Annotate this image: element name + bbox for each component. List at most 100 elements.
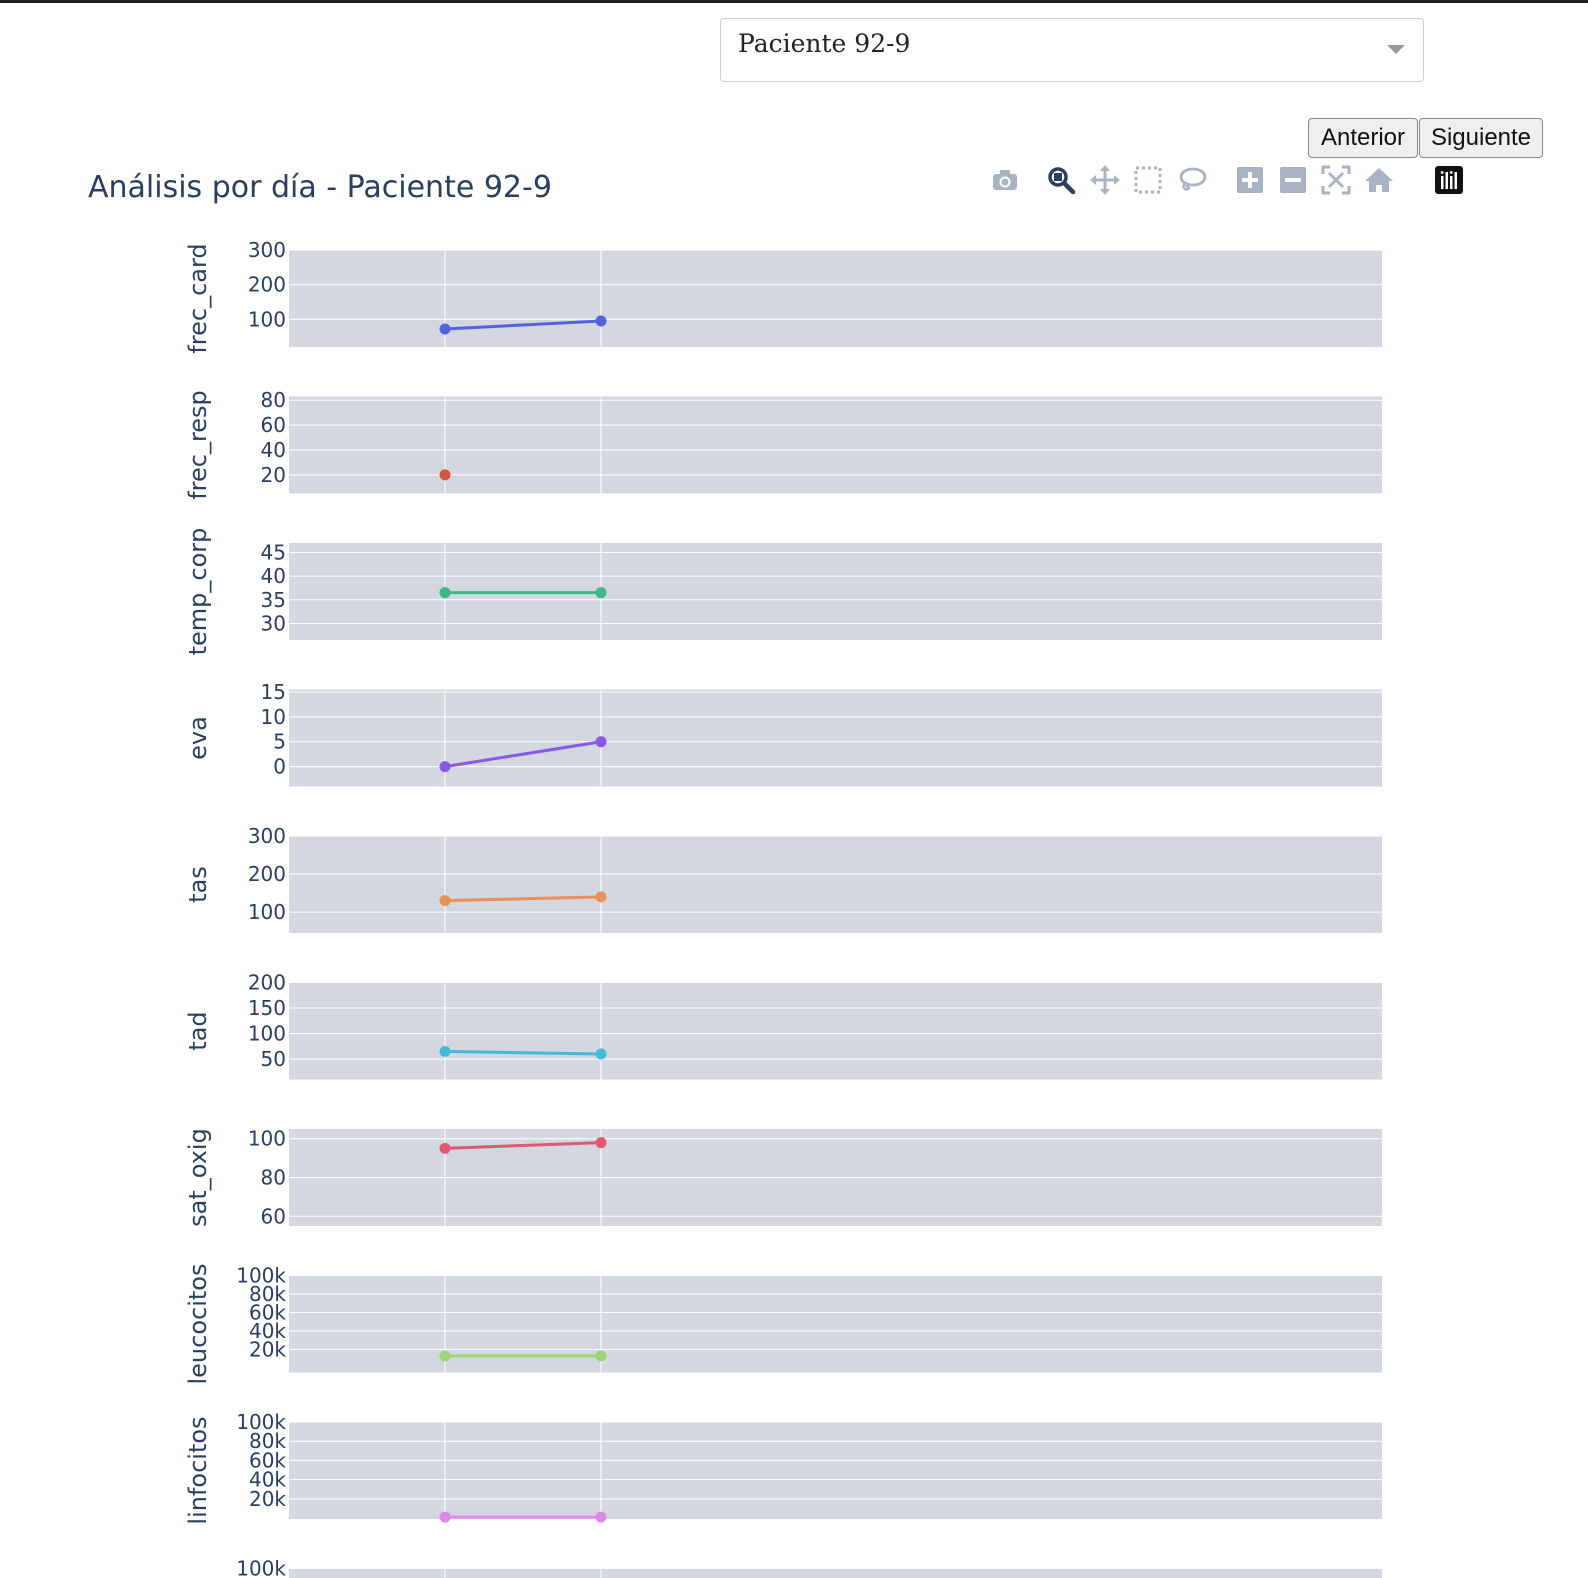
data-point	[439, 761, 451, 773]
plot-modebar	[0, 163, 1588, 199]
zoom-in-icon[interactable]	[1233, 163, 1267, 197]
autoscale-icon[interactable]	[1319, 163, 1353, 197]
data-point	[439, 587, 451, 599]
y-tick-label: 100k	[236, 1264, 286, 1288]
series-line	[444, 1049, 602, 1056]
y-tick-label: 80k	[249, 1429, 286, 1453]
y-tick-label: 50	[261, 1047, 286, 1071]
y-tick-label: 80k	[249, 1575, 286, 1578]
data-point	[439, 469, 451, 481]
y-tick-label: 40	[261, 438, 286, 462]
subplot-tas: 100 200 300 tas	[184, 824, 1382, 933]
y-axis-title: tad	[184, 1011, 212, 1050]
data-point	[439, 895, 451, 907]
chart-title: Análisis por día - Paciente 92-9	[88, 170, 552, 205]
subplot-frec_card: 100 200 300 frec_card	[184, 238, 1382, 354]
data-point	[595, 587, 607, 599]
y-tick-label: 60	[261, 413, 286, 437]
y-axis-title: sat_oxig	[184, 1128, 212, 1227]
zoom-icon[interactable]	[1044, 163, 1078, 197]
y-tick-label: 60k	[249, 1300, 286, 1324]
data-point	[439, 1142, 451, 1154]
y-axis-title: eva	[184, 716, 212, 760]
y-tick-label: 100	[248, 1022, 286, 1046]
y-axis-title: temp_corp	[184, 528, 212, 656]
y-tick-label: 40k	[249, 1319, 286, 1343]
data-point	[595, 891, 607, 903]
y-tick-label: 80k	[249, 1282, 286, 1306]
data-point	[439, 323, 451, 335]
plot-area	[289, 982, 1382, 1080]
y-tick-label: 80	[261, 1166, 286, 1190]
plot-area	[289, 1422, 1382, 1519]
y-tick-label: 100	[248, 307, 286, 331]
top-border	[0, 0, 1588, 3]
next-button[interactable]: Siguiente	[1419, 118, 1543, 158]
y-tick-label: 20	[261, 463, 286, 487]
plot-area	[289, 1568, 1382, 1578]
y-axis-title: frec_resp	[184, 390, 212, 500]
series-line	[444, 319, 602, 331]
y-tick-label: 40k	[249, 1468, 286, 1492]
data-point	[595, 1048, 607, 1060]
reset-axes-icon[interactable]	[1362, 163, 1396, 197]
plot-area	[289, 836, 1382, 933]
data-point	[439, 1511, 451, 1523]
chevron-down-icon[interactable]	[1387, 45, 1405, 54]
data-point	[439, 1045, 451, 1057]
data-point	[595, 1511, 607, 1523]
subplot-sat_oxig: 60 80 100 sat_oxig	[184, 1127, 1382, 1228]
patient-dropdown-value: Paciente 92-9	[738, 29, 911, 58]
y-tick-label: 100	[248, 900, 286, 924]
series-line	[444, 740, 602, 769]
y-tick-label: 100	[248, 1127, 286, 1151]
data-point	[595, 1350, 607, 1362]
lasso-icon[interactable]	[1175, 163, 1209, 197]
y-tick-label: 200	[248, 862, 286, 886]
zoom-out-icon[interactable]	[1276, 163, 1310, 197]
y-tick-label: 60	[261, 1204, 286, 1228]
y-tick-label: 60k	[249, 1448, 286, 1472]
plot-area	[289, 689, 1382, 787]
y-tick-label: 10	[261, 705, 286, 729]
y-axis-title: frec_card	[184, 243, 212, 353]
y-tick-label: 200	[248, 273, 286, 297]
y-tick-label: 40	[261, 564, 286, 588]
data-point	[595, 315, 607, 327]
y-tick-label: 20k	[249, 1487, 286, 1511]
y-tick-label: 300	[248, 824, 286, 848]
subplot-los: 80k100klos	[236, 1557, 1382, 1578]
y-axis-title: linfocitos	[184, 1416, 212, 1524]
plotly-logo-icon[interactable]	[1432, 163, 1466, 197]
data-point	[439, 1350, 451, 1362]
y-tick-label: 100k	[236, 1557, 286, 1578]
data-point	[595, 1137, 607, 1149]
y-tick-label: 300	[248, 238, 286, 262]
y-axis-title: tas	[184, 866, 212, 903]
pan-icon[interactable]	[1088, 163, 1122, 197]
box-select-icon[interactable]	[1131, 163, 1165, 197]
y-tick-label: 45	[261, 540, 286, 564]
plot-area	[289, 396, 1382, 494]
y-tick-label: 30	[261, 611, 286, 635]
y-tick-label: 200	[248, 971, 286, 995]
series-line	[444, 895, 602, 903]
y-tick-label: 15	[261, 680, 286, 704]
camera-icon[interactable]	[988, 163, 1022, 197]
plot-area	[289, 1275, 1382, 1373]
y-tick-label: 100k	[236, 1410, 286, 1434]
y-axis-title: leucocitos	[184, 1264, 212, 1385]
series-line	[444, 1141, 602, 1150]
data-point	[595, 736, 607, 748]
patient-dropdown[interactable]: Paciente 92-9	[720, 18, 1424, 82]
previous-button[interactable]: Anterior	[1308, 118, 1418, 158]
y-tick-label: 0	[273, 755, 286, 779]
y-tick-label: 5	[273, 730, 286, 754]
